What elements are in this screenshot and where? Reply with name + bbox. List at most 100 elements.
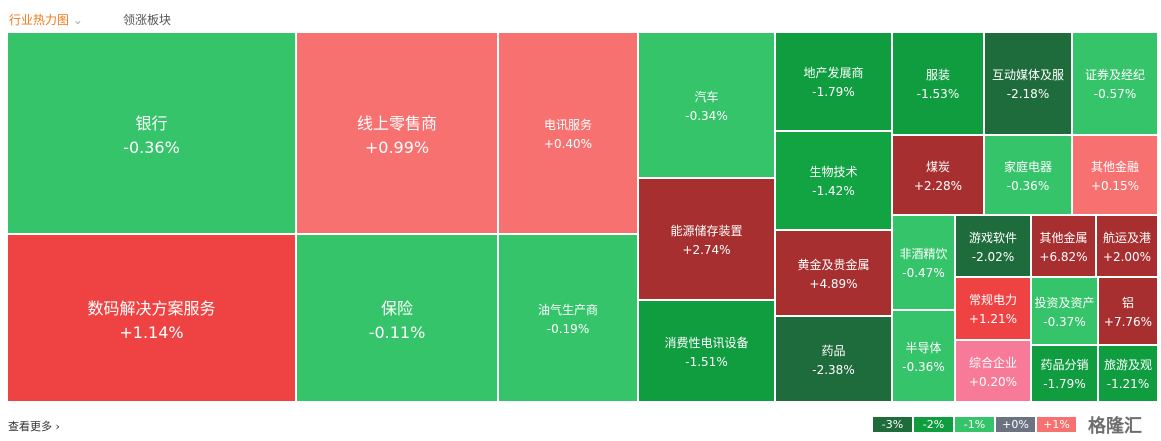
tile-name[interactable]: 黄金及贵金属 <box>797 257 870 272</box>
tile-change[interactable]: -0.19% <box>546 321 590 336</box>
tile-name[interactable]: 证券及经纪 <box>1084 68 1145 82</box>
tile-change[interactable]: -0.11% <box>368 322 426 342</box>
tile[interactable]: 服装 -1.53% <box>892 32 984 135</box>
tab[interactable]: 领涨板块 <box>123 13 172 27</box>
tile-name[interactable]: 药品 <box>821 343 846 358</box>
tile-change[interactable]: -0.36% <box>123 137 180 157</box>
tile-change[interactable]: -2.38% <box>812 362 855 377</box>
tile-change[interactable]: +1.14% <box>119 322 184 342</box>
tile[interactable]: 旅游及观 -1.21% <box>1098 345 1158 402</box>
tile-name[interactable]: 其他金属 <box>1039 230 1088 245</box>
tile[interactable]: 地产发展商 -1.79% <box>775 32 892 131</box>
tile-name[interactable]: 生物技术 <box>809 165 858 179</box>
tile-name[interactable]: 铝 <box>1121 295 1134 310</box>
tile-name[interactable]: 其他金融 <box>1090 159 1139 174</box>
tile[interactable]: 半导体 -0.36% <box>892 310 955 402</box>
tile-change[interactable]: +0.15% <box>1090 178 1140 193</box>
tile-name[interactable]: 投资及资产 <box>1034 295 1095 310</box>
tile-change[interactable]: -1.79% <box>812 85 855 99</box>
watermark: 格隆汇 <box>1088 416 1142 437</box>
tab-label[interactable]: 行业热力图 <box>9 13 70 27</box>
tile[interactable]: 银行 -0.36% <box>7 32 296 234</box>
tile-name[interactable]: 互动媒体及服 <box>991 68 1064 82</box>
tile-change[interactable]: +7.76% <box>1103 314 1153 329</box>
tile-name[interactable]: 电讯服务 <box>543 117 592 132</box>
tile-name[interactable]: 药品分销 <box>1040 358 1089 372</box>
tab-active[interactable]: 行业热力图 ⌄ <box>9 13 83 27</box>
tile[interactable]: 证券及经纪 -0.57% <box>1072 32 1158 135</box>
tile-name[interactable]: 油气生产商 <box>537 302 598 317</box>
tile[interactable]: 非酒精饮 -0.47% <box>892 215 955 310</box>
tile-change[interactable]: +1.21% <box>968 312 1018 326</box>
tile[interactable]: 油气生产商 -0.19% <box>498 234 638 402</box>
tile-change[interactable]: -0.36% <box>1006 178 1050 193</box>
tile-change[interactable]: -0.47% <box>902 266 945 280</box>
tile[interactable]: 其他金属 +6.82% <box>1031 215 1096 277</box>
tile-change[interactable]: -0.57% <box>1093 87 1137 101</box>
tile[interactable]: 电讯服务 +0.40% <box>498 32 638 234</box>
tile-name[interactable]: 线上零售商 <box>356 113 437 133</box>
tile[interactable]: 药品分销 -1.79% <box>1031 345 1098 402</box>
tile-name[interactable]: 煤炭 <box>925 159 950 174</box>
tile-change[interactable]: -0.37% <box>1043 314 1086 329</box>
tile[interactable]: 黄金及贵金属 +4.89% <box>775 230 892 316</box>
tile-name[interactable]: 旅游及观 <box>1103 358 1152 372</box>
tile[interactable]: 消费性电讯设备 -1.51% <box>638 300 775 402</box>
tile-change[interactable]: -1.53% <box>916 87 960 101</box>
tile[interactable]: 航运及港 +2.00% <box>1096 215 1158 277</box>
tile[interactable]: 能源储存装置 +2.74% <box>638 178 775 300</box>
tile-change[interactable]: -0.34% <box>685 108 728 123</box>
tile[interactable]: 游戏软件 -2.02% <box>955 215 1031 277</box>
tile-change[interactable]: +0.20% <box>968 374 1018 389</box>
tile-name[interactable]: 汽车 <box>694 89 719 104</box>
tile[interactable]: 家庭电器 -0.36% <box>984 135 1072 215</box>
tile-change[interactable]: +2.00% <box>1102 249 1152 264</box>
tile-change[interactable]: -2.02% <box>971 249 1015 264</box>
tile-change[interactable]: -1.51% <box>685 354 728 369</box>
tile-name[interactable]: 非酒精饮 <box>899 247 948 261</box>
tile-change[interactable]: +0.40% <box>543 136 593 151</box>
tile-name[interactable]: 综合企业 <box>968 355 1017 370</box>
tile-change[interactable]: +6.82% <box>1039 249 1088 264</box>
tile-name[interactable]: 航运及港 <box>1102 230 1151 245</box>
tile-name[interactable]: 半导体 <box>905 340 942 355</box>
tile[interactable]: 保险 -0.11% <box>296 234 498 402</box>
tile-change[interactable]: -1.42% <box>812 184 855 198</box>
tile[interactable]: 互动媒体及服 -2.18% <box>984 32 1072 135</box>
tile-change[interactable]: -0.36% <box>902 359 945 374</box>
tile[interactable]: 汽车 -0.34% <box>638 32 775 178</box>
tile[interactable]: 数码解决方案服务 +1.14% <box>7 234 296 402</box>
tile-name[interactable]: 游戏软件 <box>968 230 1017 245</box>
tile-name[interactable]: 数码解决方案服务 <box>87 298 216 318</box>
legend-item: -3% <box>873 417 912 432</box>
tile[interactable]: 煤炭 +2.28% <box>892 135 984 215</box>
tile-change[interactable]: -1.79% <box>1043 377 1086 391</box>
tile-change[interactable]: +2.74% <box>682 242 731 257</box>
tile-name[interactable]: 保险 <box>380 298 413 318</box>
tile-change[interactable]: +2.28% <box>913 178 963 193</box>
legend: -3% -2% -1% +0% +1% <box>873 417 1078 432</box>
tile[interactable]: 生物技术 -1.42% <box>775 131 892 230</box>
tile[interactable]: 线上零售商 +0.99% <box>296 32 498 234</box>
tile-name[interactable]: 能源储存装置 <box>670 223 743 238</box>
tile[interactable]: 药品 -2.38% <box>775 316 892 402</box>
tile[interactable]: 综合企业 +0.20% <box>955 340 1031 402</box>
tile[interactable]: 投资及资产 -0.37% <box>1031 277 1098 345</box>
more-link[interactable]: 查看更多 › <box>8 420 60 433</box>
tile[interactable]: 其他金融 +0.15% <box>1072 135 1158 215</box>
tile-change[interactable]: -1.21% <box>1106 377 1150 391</box>
more-label[interactable]: 查看更多 <box>8 420 52 433</box>
tile-change[interactable]: -2.18% <box>1006 87 1050 101</box>
legend-item: +0% <box>996 417 1035 432</box>
tile-name[interactable]: 常规电力 <box>968 293 1017 307</box>
tile-change[interactable]: +0.99% <box>364 137 430 157</box>
tile-name[interactable]: 家庭电器 <box>1003 159 1052 174</box>
tile-name[interactable]: 银行 <box>135 113 168 133</box>
tile[interactable]: 铝 +7.76% <box>1098 277 1158 345</box>
tile-change[interactable]: +4.89% <box>809 276 858 291</box>
tile-name[interactable]: 消费性电讯设备 <box>664 335 749 350</box>
tile[interactable]: 常规电力 +1.21% <box>955 277 1031 340</box>
tile-name[interactable]: 地产发展商 <box>803 66 864 80</box>
tile-name[interactable]: 服装 <box>925 68 950 82</box>
